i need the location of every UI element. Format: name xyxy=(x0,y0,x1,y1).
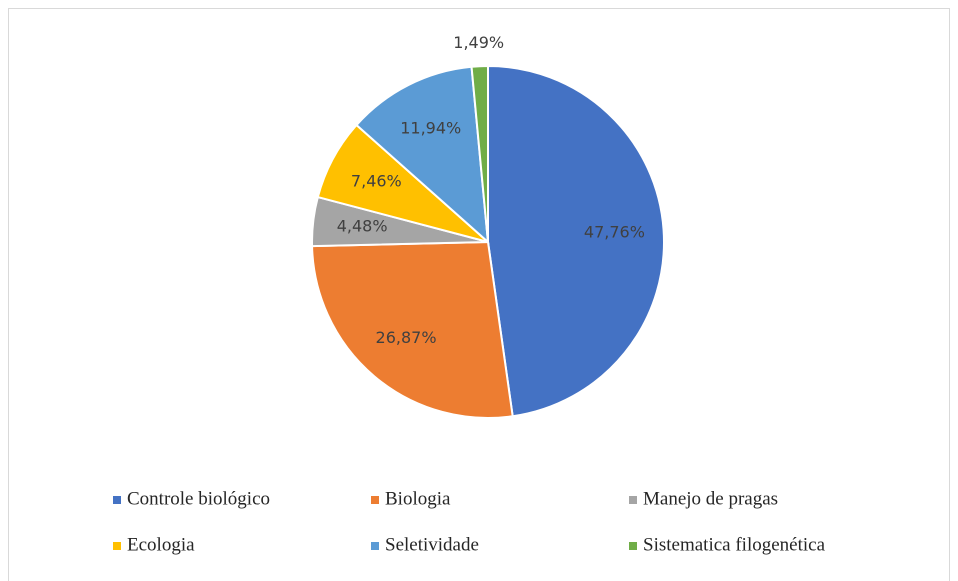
pie-slice xyxy=(487,64,665,418)
pie-slice xyxy=(311,240,514,419)
legend-label: Sistematica filogenética xyxy=(643,534,826,555)
legend-swatch xyxy=(371,496,379,504)
legend-swatch xyxy=(113,542,121,550)
legend-label: Ecologia xyxy=(127,534,195,555)
pie-slice xyxy=(470,64,489,243)
data-label: 11,94% xyxy=(400,118,461,137)
legend-swatch xyxy=(113,496,121,504)
data-label: 1,49% xyxy=(453,33,504,52)
data-label: 7,46% xyxy=(351,172,402,191)
legend-swatch xyxy=(629,496,637,504)
data-label: 4,48% xyxy=(337,217,388,236)
legend-swatch xyxy=(629,542,637,550)
chart-border xyxy=(8,8,950,581)
legend-label: Manejo de pragas xyxy=(643,488,778,509)
legend-swatch xyxy=(371,542,379,550)
legend-label: Seletividade xyxy=(385,534,479,555)
data-label: 47,76% xyxy=(584,223,645,242)
legend-label: Biologia xyxy=(385,488,451,509)
legend-label: Controle biológico xyxy=(127,488,270,509)
pie-slice xyxy=(355,65,490,245)
data-label: 26,87% xyxy=(376,328,437,347)
